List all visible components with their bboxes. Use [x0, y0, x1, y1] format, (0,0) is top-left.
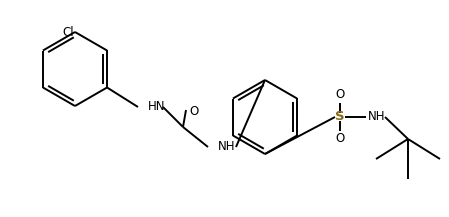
Text: O: O [335, 89, 345, 102]
Text: HN: HN [148, 100, 166, 113]
Text: NH: NH [218, 140, 235, 153]
Text: NH: NH [368, 110, 386, 123]
Text: Cl: Cl [62, 26, 74, 38]
Text: O: O [189, 105, 198, 118]
Text: S: S [335, 110, 345, 123]
Text: O: O [335, 133, 345, 146]
